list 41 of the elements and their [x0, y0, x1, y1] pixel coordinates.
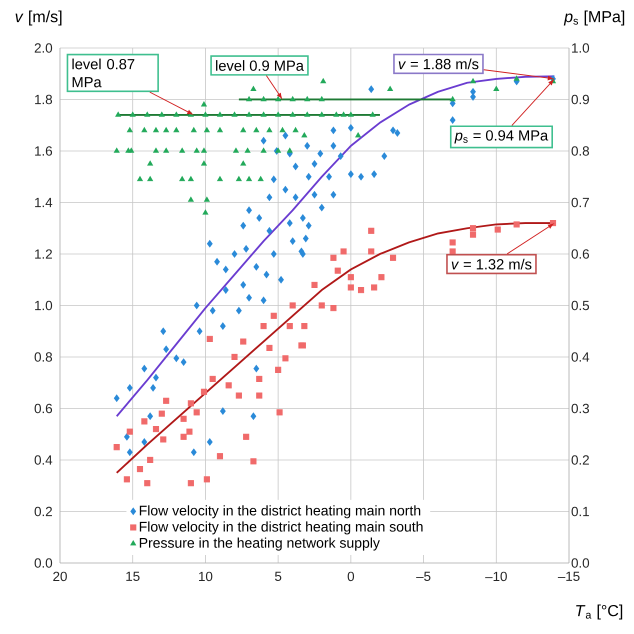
y-tick-label: 1.8	[35, 94, 52, 104]
y2-tick-label: 0.0	[572, 558, 590, 568]
y2-tick-label: 0.2	[572, 455, 589, 465]
x-tick-label: 20	[53, 572, 67, 582]
annotation: level 0.9 MPa	[216, 60, 304, 71]
annotation: p$_{s}$ = 0.94 MPa	[454, 130, 548, 144]
y-tick-label: 0.2	[34, 506, 52, 516]
x-axis-title: T$_{a}$ [°C]	[576, 604, 622, 620]
y2-tick-label: 0.4	[572, 352, 590, 362]
x-tick-label: –15	[558, 572, 580, 582]
y-tick-label: 0.0	[34, 558, 52, 568]
y-axis-title: v [m/s]	[16, 10, 62, 26]
y2-tick-label: 0.9	[572, 94, 589, 104]
x-tick-label: 15	[126, 572, 140, 582]
y2-tick-label: 1.0	[572, 43, 590, 53]
annotation: v = 1.88 m/s	[398, 58, 478, 70]
y2-tick-label: 0.8	[572, 146, 590, 156]
x-tick-label: 10	[199, 572, 212, 582]
legend-label: Flow velocity in the district heating main south	[140, 521, 423, 534]
x-tick-label: –10	[485, 572, 507, 582]
x-tick-label: –5	[416, 572, 430, 582]
x-tick-label: 5	[274, 572, 282, 582]
y2-tick-label: 0.6	[572, 249, 590, 259]
y-tick-label: 1.0	[35, 300, 52, 310]
y-tick-label: 0.4	[34, 455, 52, 465]
x-tick-label: 0	[348, 572, 354, 582]
annotation: level 0.87 MPa	[72, 58, 134, 88]
y-tick-label: 1.6	[35, 146, 52, 156]
y-tick-label: 2.0	[34, 43, 52, 53]
y-tick-label: 0.6	[34, 404, 52, 414]
y2-tick-label: 0.1	[572, 506, 589, 516]
legend-label: Pressure in the heating network supply	[140, 538, 380, 551]
legend-label: Flow velocity in the district heating main north	[140, 505, 420, 518]
y-tick-label: 1.4	[35, 198, 52, 208]
y2-axis-title: p$_{s}$ [MPa]	[564, 10, 624, 26]
y2-tick-label: 0.7	[572, 198, 589, 208]
y-tick-label: 0.8	[34, 352, 52, 362]
y-tick-label: 1.2	[35, 249, 52, 259]
y2-tick-label: 0.3	[572, 404, 590, 414]
y2-tick-label: 0.5	[572, 300, 590, 310]
annotation: v = 1.32 m/s	[452, 258, 532, 270]
